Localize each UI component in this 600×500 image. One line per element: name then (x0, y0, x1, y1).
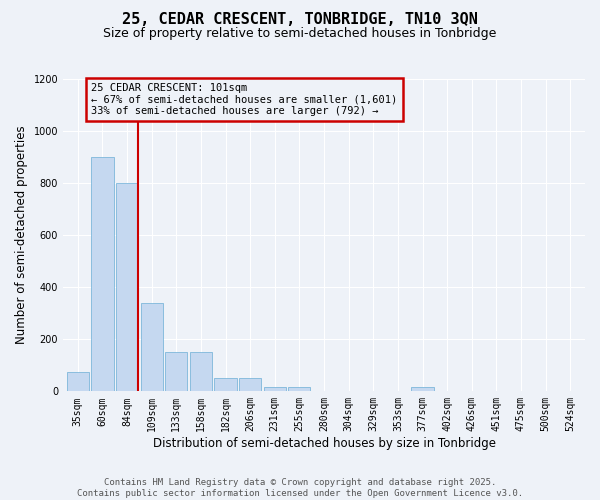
Bar (190, 352, 212, 392)
Bar (289, 388, 310, 392)
Bar (67, 372, 89, 392)
Bar (214, 378, 236, 392)
Text: Contains HM Land Registry data © Crown copyright and database right 2025.
Contai: Contains HM Land Registry data © Crown c… (77, 478, 523, 498)
X-axis label: Distribution of semi-detached houses by size in Tonbridge: Distribution of semi-detached houses by … (152, 437, 496, 450)
Text: 25 CEDAR CRESCENT: 101sqm
← 67% of semi-detached houses are smaller (1,601)
33% : 25 CEDAR CRESCENT: 101sqm ← 67% of semi-… (91, 83, 398, 116)
Bar (116, 183, 138, 392)
Text: 25, CEDAR CRESCENT, TONBRIDGE, TN10 3QN: 25, CEDAR CRESCENT, TONBRIDGE, TN10 3QN (122, 12, 478, 28)
Text: Size of property relative to semi-detached houses in Tonbridge: Size of property relative to semi-detach… (103, 28, 497, 40)
Bar (239, 378, 261, 392)
Bar (165, 352, 187, 392)
Bar (140, 303, 163, 392)
Bar (91, 157, 113, 392)
Bar (264, 388, 286, 392)
Y-axis label: Number of semi-detached properties: Number of semi-detached properties (15, 126, 28, 344)
Bar (412, 388, 434, 392)
